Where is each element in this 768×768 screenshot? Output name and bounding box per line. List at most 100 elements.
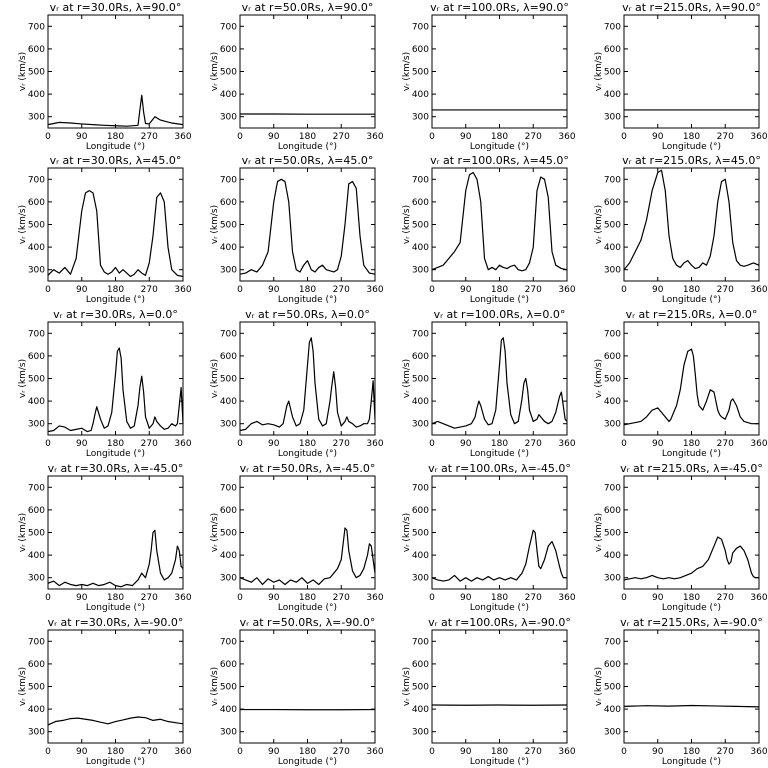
y-axis-label: vᵣ (km/s) bbox=[210, 359, 220, 398]
panel-2: vᵣ at r=50.0Rs, λ=90.0° 0 90 180 270 360 300 40… bbox=[210, 1, 384, 152]
y-tick-label: 400 bbox=[28, 705, 45, 715]
plot-frame bbox=[47, 167, 184, 282]
panel-8: vᵣ at r=215.0Rs, λ=45.0° 0 90 180 270 360 300 4… bbox=[594, 154, 768, 305]
y-tick-label: 300 bbox=[220, 728, 237, 738]
x-tick-label: 270 bbox=[717, 439, 734, 449]
x-tick-label: 90 bbox=[268, 593, 280, 603]
y-tick-label: 600 bbox=[604, 352, 621, 362]
y-axis-label: vᵣ (km/s) bbox=[210, 52, 220, 91]
y-tick-label: 400 bbox=[220, 243, 237, 253]
panel-title: vᵣ at r=30.0Rs, λ=90.0° bbox=[50, 1, 182, 14]
x-tick-label: 180 bbox=[683, 285, 700, 295]
y-tick-label: 400 bbox=[220, 705, 237, 715]
y-tick-label: 700 bbox=[28, 175, 45, 185]
series-line bbox=[47, 716, 184, 726]
y-tick-label: 700 bbox=[220, 22, 237, 32]
y-axis-label: vᵣ (km/s) bbox=[402, 52, 412, 91]
y-tick-label: 500 bbox=[412, 68, 429, 78]
panel-6: vᵣ at r=50.0Rs, λ=45.0° 0 90 180 270 360 300 40… bbox=[210, 154, 384, 305]
y-tick-label: 300 bbox=[28, 266, 45, 276]
y-tick-label: 600 bbox=[604, 660, 621, 670]
y-tick-label: 300 bbox=[220, 113, 237, 123]
x-tick-label: 90 bbox=[76, 132, 88, 142]
y-tick-label: 500 bbox=[220, 375, 237, 385]
panel-7: vᵣ at r=100.0Rs, λ=45.0° 0 90 180 270 360 300 4… bbox=[402, 154, 576, 305]
x-axis-label: Longitude (°) bbox=[86, 757, 145, 767]
x-tick-label: 180 bbox=[683, 747, 700, 757]
x-tick-label: 90 bbox=[652, 285, 664, 295]
y-axis-label: vᵣ (km/s) bbox=[210, 667, 220, 706]
panel-20: vᵣ at r=215.0Rs, λ=-90.0° 0 90 180 270 360 300… bbox=[594, 616, 768, 767]
x-tick-label: 90 bbox=[268, 747, 280, 757]
panel-12: vᵣ at r=215.0Rs, λ=0.0° 0 90 180 270 360 300 40… bbox=[594, 308, 768, 459]
plot-frame bbox=[239, 321, 376, 436]
x-tick-label: 360 bbox=[174, 132, 191, 142]
x-tick-label: 90 bbox=[652, 132, 664, 142]
y-tick-label: 300 bbox=[28, 420, 45, 430]
x-tick-label: 360 bbox=[366, 593, 383, 603]
x-tick-label: 0 bbox=[45, 132, 51, 142]
y-tick-label: 300 bbox=[412, 266, 429, 276]
y-tick-label: 400 bbox=[220, 551, 237, 561]
x-tick-label: 180 bbox=[299, 747, 316, 757]
x-tick-label: 0 bbox=[429, 132, 435, 142]
x-tick-label: 270 bbox=[717, 747, 734, 757]
panel-title: vᵣ at r=100.0Rs, λ=-45.0° bbox=[428, 462, 571, 475]
y-tick-label: 600 bbox=[220, 506, 237, 516]
panel-title: vᵣ at r=215.0Rs, λ=-90.0° bbox=[620, 616, 763, 629]
y-tick-label: 600 bbox=[412, 506, 429, 516]
plot-frame bbox=[239, 475, 376, 590]
panel-title: vᵣ at r=50.0Rs, λ=-90.0° bbox=[240, 616, 376, 629]
panel-title: vᵣ at r=100.0Rs, λ=0.0° bbox=[434, 308, 566, 321]
x-tick-label: 180 bbox=[491, 285, 508, 295]
y-tick-label: 600 bbox=[220, 352, 237, 362]
y-tick-label: 600 bbox=[28, 352, 45, 362]
plot-frame bbox=[431, 321, 568, 436]
y-tick-label: 400 bbox=[604, 551, 621, 561]
x-tick-label: 270 bbox=[141, 439, 158, 449]
plot-frame bbox=[431, 475, 568, 590]
y-tick-label: 300 bbox=[412, 113, 429, 123]
x-tick-label: 0 bbox=[237, 439, 243, 449]
y-tick-label: 300 bbox=[604, 266, 621, 276]
x-tick-label: 360 bbox=[174, 747, 191, 757]
y-tick-label: 400 bbox=[604, 397, 621, 407]
y-tick-label: 600 bbox=[220, 198, 237, 208]
y-tick-label: 600 bbox=[220, 45, 237, 55]
x-tick-label: 270 bbox=[141, 747, 158, 757]
y-tick-label: 400 bbox=[604, 705, 621, 715]
y-tick-label: 700 bbox=[412, 22, 429, 32]
y-tick-label: 600 bbox=[412, 198, 429, 208]
y-tick-label: 700 bbox=[604, 329, 621, 339]
x-tick-label: 270 bbox=[333, 747, 350, 757]
y-tick-label: 600 bbox=[604, 198, 621, 208]
y-tick-label: 500 bbox=[28, 683, 45, 693]
x-tick-label: 360 bbox=[750, 593, 767, 603]
panel-title: vᵣ at r=30.0Rs, λ=45.0° bbox=[50, 154, 182, 167]
panel-title: vᵣ at r=215.0Rs, λ=-45.0° bbox=[620, 462, 763, 475]
x-tick-label: 270 bbox=[333, 285, 350, 295]
series-line bbox=[47, 94, 184, 127]
y-tick-label: 400 bbox=[604, 90, 621, 100]
y-tick-label: 500 bbox=[220, 683, 237, 693]
x-tick-label: 0 bbox=[237, 747, 243, 757]
x-tick-label: 270 bbox=[717, 132, 734, 142]
y-tick-label: 600 bbox=[412, 660, 429, 670]
x-tick-label: 360 bbox=[366, 439, 383, 449]
y-tick-label: 400 bbox=[412, 551, 429, 561]
y-tick-label: 500 bbox=[412, 529, 429, 539]
y-tick-label: 500 bbox=[28, 375, 45, 385]
y-axis-label: vᵣ (km/s) bbox=[594, 205, 604, 244]
y-tick-label: 700 bbox=[220, 637, 237, 647]
x-axis-label: Longitude (°) bbox=[470, 142, 529, 152]
x-tick-label: 360 bbox=[174, 285, 191, 295]
x-tick-label: 90 bbox=[268, 439, 280, 449]
x-tick-label: 180 bbox=[491, 439, 508, 449]
panel-11: vᵣ at r=100.0Rs, λ=0.0° 0 90 180 270 360 300 40… bbox=[402, 308, 576, 459]
x-axis-label: Longitude (°) bbox=[470, 603, 529, 613]
y-tick-label: 500 bbox=[412, 221, 429, 231]
x-tick-label: 90 bbox=[652, 747, 664, 757]
panel-16: vᵣ at r=215.0Rs, λ=-45.0° 0 90 180 270 360 300… bbox=[594, 462, 768, 613]
y-axis-label: vᵣ (km/s) bbox=[18, 52, 28, 91]
y-tick-label: 400 bbox=[412, 243, 429, 253]
